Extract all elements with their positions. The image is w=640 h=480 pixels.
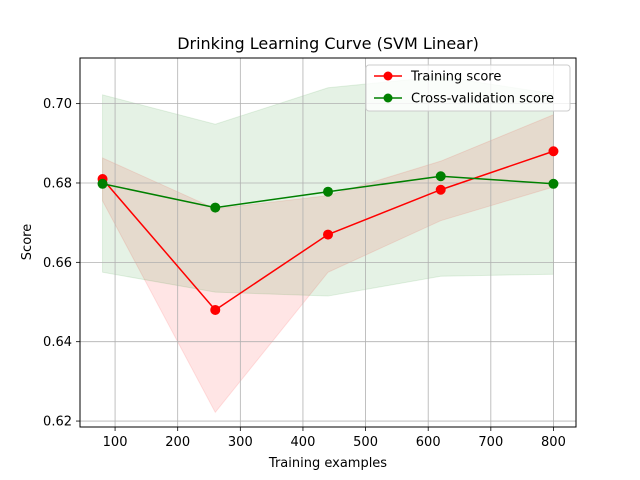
x-tick-label-7: 800 xyxy=(541,435,566,450)
y-tick-label-4: 0.70 xyxy=(43,97,72,112)
legend-marker-1 xyxy=(383,93,393,103)
data-point-series-0-4 xyxy=(548,146,559,157)
y-tick-label-0: 0.62 xyxy=(43,415,72,430)
chart-title: Drinking Learning Curve (SVM Linear) xyxy=(177,34,479,53)
data-point-series-1-1 xyxy=(210,202,221,213)
legend-label-1: Cross-validation score xyxy=(411,92,554,107)
x-tick-label-0: 100 xyxy=(103,435,128,450)
legend: Training score Cross-validation score xyxy=(365,64,571,112)
x-axis-label: Training examples xyxy=(268,456,387,471)
plot-frame xyxy=(79,57,577,428)
data-point-series-1-2 xyxy=(323,186,333,197)
series-points xyxy=(97,146,559,315)
y-tick-label-2: 0.66 xyxy=(43,256,72,271)
y-tick-label-3: 0.68 xyxy=(43,176,72,191)
data-point-series-1-0 xyxy=(97,178,108,189)
y-axis-label: Score xyxy=(20,224,35,260)
x-tick-label-4: 500 xyxy=(353,435,378,450)
x-tick-label-1: 200 xyxy=(165,435,190,450)
data-point-series-1-3 xyxy=(435,171,446,182)
data-point-series-0-3 xyxy=(435,184,446,195)
grid-lines xyxy=(80,58,576,427)
legend-box xyxy=(365,64,571,112)
axis-ticks: 100 200 300 400 500 600 700 800 0.62 0.64 0.66 0.68… xyxy=(43,97,566,450)
data-point-series-0-1 xyxy=(210,304,221,315)
x-tick-label-3: 400 xyxy=(291,435,316,450)
data-point-series-0-2 xyxy=(323,229,333,240)
x-tick-label-6: 700 xyxy=(478,435,503,450)
legend-label-0: Training score xyxy=(410,70,501,85)
x-tick-label-5: 600 xyxy=(416,435,441,450)
data-point-series-1-4 xyxy=(548,178,559,189)
y-tick-label-1: 0.64 xyxy=(43,335,72,350)
legend-marker-0 xyxy=(383,71,393,81)
x-tick-label-2: 300 xyxy=(228,435,253,450)
